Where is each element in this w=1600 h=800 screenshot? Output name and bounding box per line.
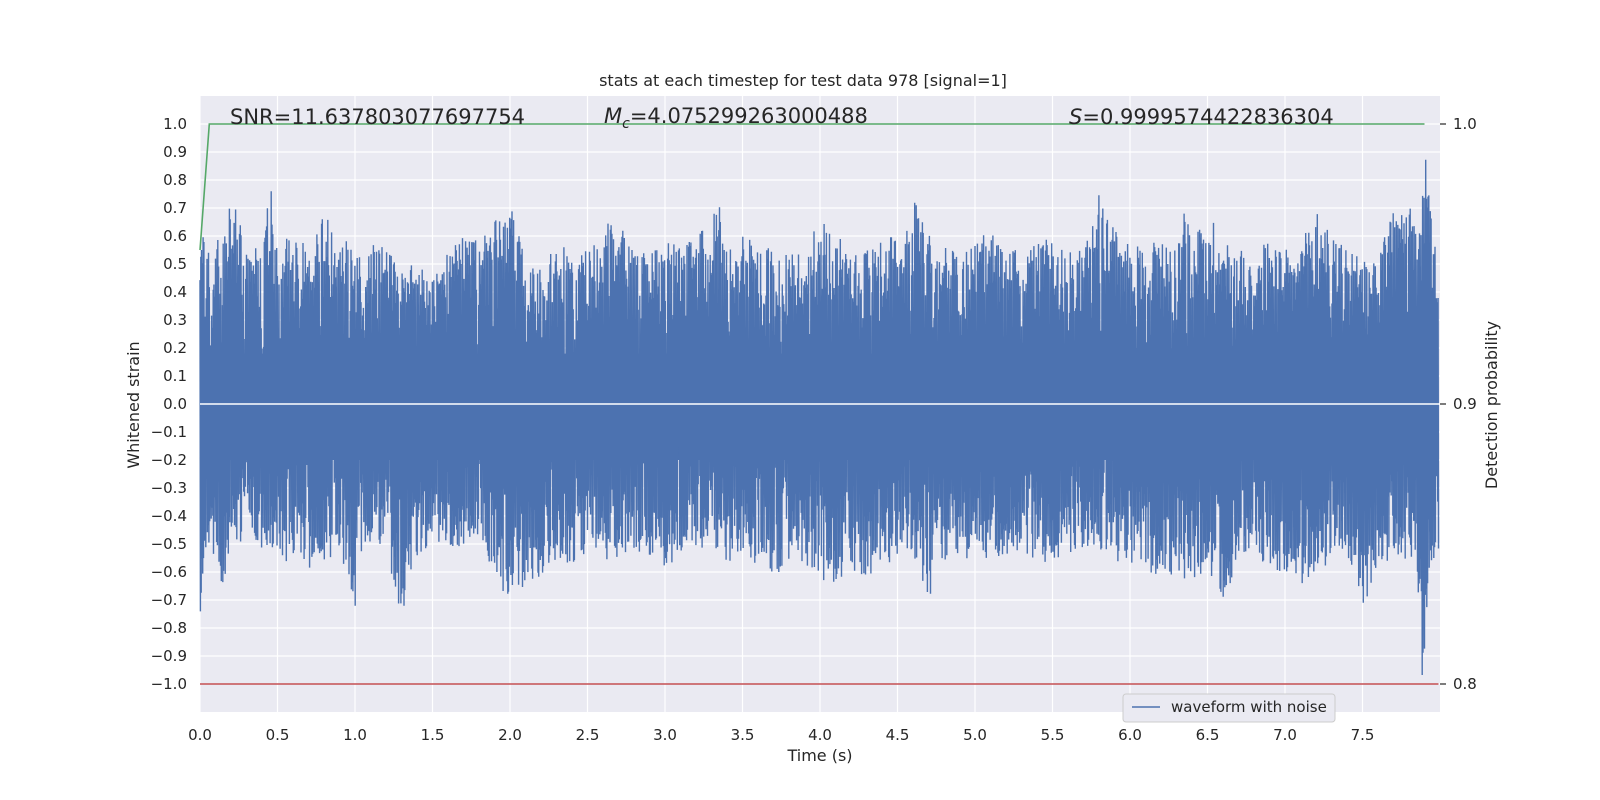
y-tick-label: 0.7: [163, 199, 187, 217]
y2-axis-label: Detection probability: [1482, 321, 1501, 489]
y-tick-label: 0.0: [163, 395, 187, 413]
y-tick-label: −0.7: [151, 591, 187, 609]
y-tick-label: 0.5: [163, 255, 187, 273]
x-tick-label: 4.0: [808, 726, 832, 744]
y-tick-label: 0.6: [163, 227, 187, 245]
x-tick-label: 1.5: [421, 726, 445, 744]
series-layer: [199, 123, 1440, 685]
y-tick-label: 0.8: [163, 171, 187, 189]
x-tick-label: 0.5: [266, 726, 290, 744]
y-tick-label: −0.9: [151, 647, 187, 665]
chirp-mass-value: =4.075299263000488: [630, 104, 868, 128]
score-symbol: S: [1069, 105, 1082, 129]
y2-tick-label: 0.9: [1453, 395, 1477, 413]
x-tick-label: 3.5: [731, 726, 755, 744]
y-tick-label: −0.8: [151, 619, 187, 637]
y-tick-label: −0.6: [151, 563, 187, 581]
legend-box: [1122, 693, 1336, 723]
y-axis-label: Whitened strain: [124, 341, 143, 468]
y-tick-label: 0.3: [163, 311, 187, 329]
y-tick-label: −0.5: [151, 535, 187, 553]
snr-annotation: SNR=11.637803077697754: [230, 105, 525, 129]
x-tick-label: 7.0: [1273, 726, 1297, 744]
y-tick-label: −0.3: [151, 479, 187, 497]
waveform-series-line: [199, 159, 1440, 676]
y-tick-label: −1.0: [151, 675, 187, 693]
y2-tick-label: 0.8: [1453, 675, 1477, 693]
ticks: 0.0 0.5 1.0 1.5 2.0 2.5 3.0 3.5 4.0 4.5 5.0 5.5 6.0 6…: [151, 115, 1477, 744]
y-tick-label: −0.2: [151, 451, 187, 469]
x-tick-label: 1.0: [343, 726, 367, 744]
detection-probability-line: [199, 123, 1425, 251]
x-tick-label: 2.0: [498, 726, 522, 744]
x-tick-label: 5.5: [1041, 726, 1065, 744]
y-tick-label: 0.1: [163, 367, 187, 385]
chirp-mass-annotation: Mc=4.075299263000488: [604, 104, 868, 132]
x-tick-label: 6.0: [1118, 726, 1142, 744]
y-tick-label: −0.4: [151, 507, 187, 525]
x-tick-label: 7.5: [1351, 726, 1375, 744]
chirp-mass-subscript: c: [622, 116, 630, 132]
chirp-mass-symbol: M: [604, 104, 622, 128]
x-tick-label: 6.5: [1196, 726, 1220, 744]
x-axis-label: Time (s): [786, 746, 852, 765]
y-tick-label: −0.1: [151, 423, 187, 441]
y-tick-label: 0.4: [163, 283, 187, 301]
y-tick-label: 0.2: [163, 339, 187, 357]
score-value: =0.9999574422836304: [1082, 105, 1333, 129]
legend: waveform with noise: [1122, 693, 1336, 723]
x-tick-label: 5.0: [963, 726, 987, 744]
y-tick-label: 0.9: [163, 143, 187, 161]
x-tick-label: 0.0: [188, 726, 212, 744]
y-tick-label: 1.0: [163, 115, 187, 133]
legend-label: waveform with noise: [1171, 698, 1327, 716]
score-annotation: S=0.9999574422836304: [1069, 105, 1334, 129]
y2-tick-label: 1.0: [1453, 115, 1477, 133]
x-tick-label: 4.5: [886, 726, 910, 744]
x-tick-label: 2.5: [576, 726, 600, 744]
x-tick-label: 3.0: [653, 726, 677, 744]
chart-title: stats at each timestep for test data 978…: [599, 71, 1007, 90]
